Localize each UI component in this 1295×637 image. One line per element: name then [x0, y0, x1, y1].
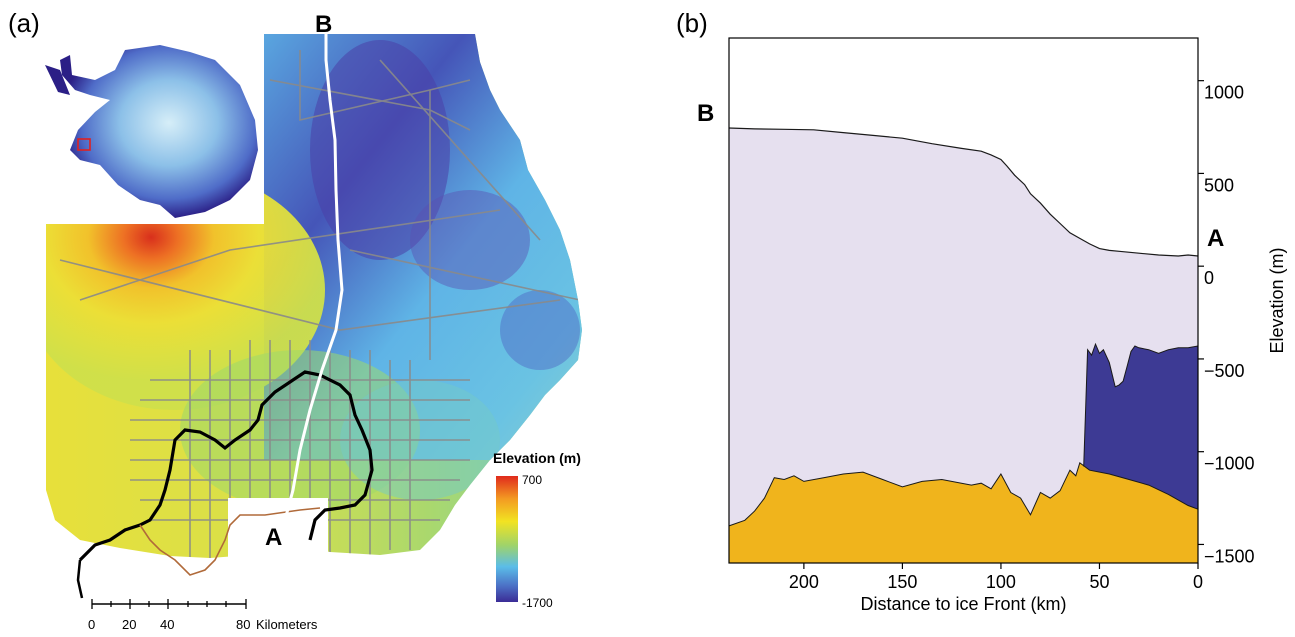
colorbar-max: 700	[522, 473, 542, 487]
ice-base-line	[728, 342, 1199, 527]
colorbar-gradient	[496, 476, 518, 602]
antarctica-inset	[40, 38, 264, 224]
y-tick-label: 500	[1204, 175, 1234, 195]
profile-marker-a: A	[1207, 225, 1224, 252]
x-tick-label: 200	[789, 572, 819, 592]
study-area-box	[77, 138, 91, 151]
ocean-cavity-area	[1083, 344, 1198, 510]
plot-frame	[728, 37, 1199, 564]
x-tick-label: 150	[887, 572, 917, 592]
scale-tick-20: 20	[122, 617, 136, 632]
panel-b: (b) B A 200 150 100 50 0 10005000−500−1000−1…	[676, 8, 1287, 614]
ice-front-line	[139, 507, 321, 576]
grounding-line	[78, 370, 374, 562]
y-axis: 1000 500 0 −500 −1000 −1500	[1198, 80, 1255, 566]
colorbar-min: -1700	[522, 596, 553, 610]
profile-marker-b: B	[697, 100, 714, 127]
scale-bar: 0 20 40 80 Kilometers	[88, 599, 318, 632]
no-data-area	[228, 498, 328, 558]
scale-tick-40: 40	[160, 617, 174, 632]
map-marker-a: A	[265, 524, 282, 551]
antarctica-shape	[60, 45, 258, 218]
x-axis: 200 150 100 50 0	[789, 563, 1203, 592]
y-tick-label: 1000	[1204, 83, 1244, 103]
y-tick-label: −1000	[1204, 454, 1255, 474]
y-axis-title: Elevation (m)	[1267, 247, 1287, 353]
map-marker-b: B	[315, 11, 332, 38]
panel-a: (a)	[8, 8, 582, 632]
y-tick-label: −500	[1204, 361, 1245, 381]
x-tick-label: 100	[986, 572, 1016, 592]
panel-b-label: (b)	[676, 8, 708, 38]
ice-surface-line	[728, 127, 1199, 257]
scale-tick-80: 80	[236, 617, 250, 632]
colorbar-title: Elevation (m)	[493, 450, 581, 466]
x-tick-label: 0	[1193, 572, 1203, 592]
bedrock-area	[729, 462, 1198, 563]
ice-body-area	[729, 128, 1198, 526]
panel-a-label: (a)	[8, 8, 40, 38]
flight-track-ab	[283, 34, 344, 521]
y-tick-label: 0	[1204, 268, 1214, 288]
x-tick-label: 50	[1089, 572, 1109, 592]
y-tick-label: −1500	[1204, 546, 1255, 566]
x-axis-title: Distance to ice Front (km)	[860, 594, 1066, 614]
scale-unit: Kilometers	[256, 617, 318, 632]
scale-tick-0: 0	[88, 617, 95, 632]
colorbar: Elevation (m) 700 -1700	[493, 450, 581, 610]
